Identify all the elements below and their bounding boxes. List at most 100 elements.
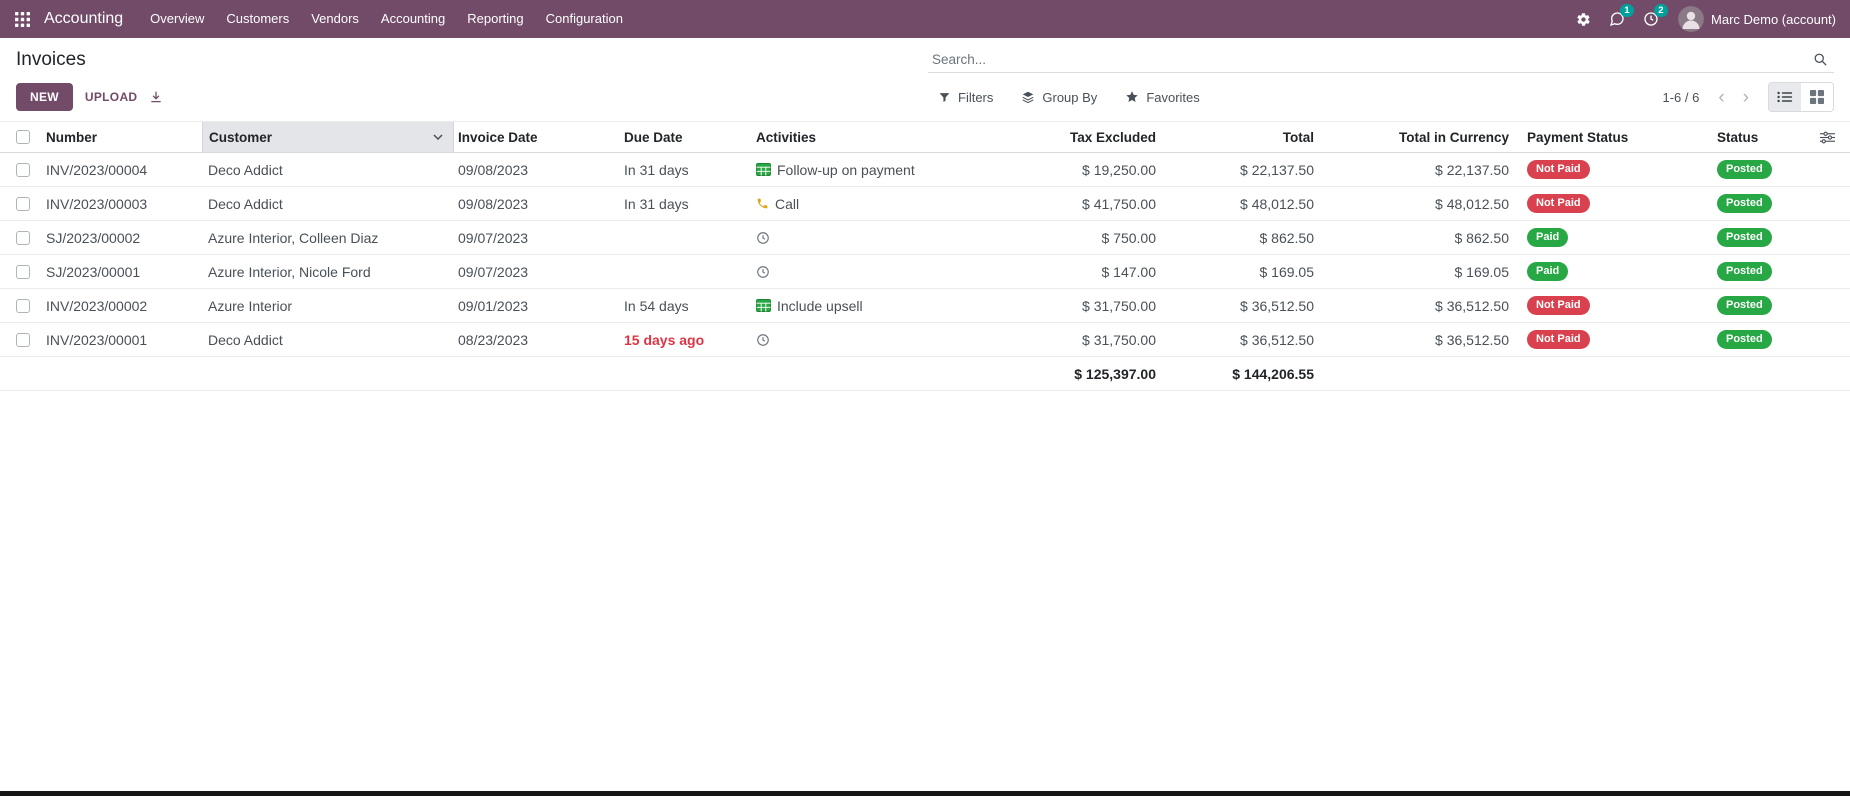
row-checkbox[interactable] [16,264,30,279]
followup-activity-icon-wrap[interactable] [756,299,771,312]
cell-tax-excluded: $ 31,750.00 [1082,297,1156,314]
cell-status: Posted [1705,221,1805,254]
control-panel-top: Invoices [0,38,1850,75]
settings-gear-button[interactable] [1567,0,1600,38]
totals-tax-excluded: $ 125,397.00 [1074,365,1156,382]
row-checkbox[interactable] [16,332,30,347]
clock-activity-icon-wrap[interactable] [756,231,770,245]
row-checkbox[interactable] [16,298,30,313]
cell-activities[interactable]: Call [756,187,990,220]
payment-status-badge: Not Paid [1527,160,1590,179]
avatar [1678,6,1705,32]
cell-total: $ 36,512.50 [1240,331,1314,348]
new-button[interactable]: NEW [16,83,73,111]
menu-item-accounting[interactable]: Accounting [380,11,446,26]
column-header-due-date[interactable]: Due Date [622,122,756,152]
column-label: Activities [756,129,817,145]
cell-tax-excluded: $ 750.00 [1101,229,1157,246]
activity-label: Call [775,195,800,212]
row-checkbox[interactable] [16,162,30,177]
upload-button[interactable]: UPLOAD [84,90,138,104]
pager-previous-button[interactable]: ‹ [1711,88,1731,107]
cell-activities[interactable]: Include upsell [756,289,990,322]
cell-activities[interactable] [756,255,990,288]
payment-status-badge: Paid [1527,262,1569,281]
systray: 1 2 Marc Demo (account) [1567,0,1840,38]
clock-activity-icon-wrap[interactable] [756,333,770,347]
select-all-checkbox[interactable] [16,130,30,144]
favorites-button[interactable]: Favorites [1125,90,1200,105]
user-menu[interactable]: Marc Demo (account) [1668,0,1840,38]
status-badge: Posted [1717,160,1772,179]
column-header-activities[interactable]: Activities [756,122,990,152]
call-activity-icon [757,198,768,209]
search-icon[interactable] [1813,52,1828,67]
pager-next-button[interactable]: › [1736,88,1756,107]
chat-bubble-icon [1609,12,1624,27]
cell-total-in-currency: $ 36,512.50 [1435,297,1509,314]
cell-total: $ 169.05 [1259,263,1315,280]
select-all-cell [0,122,46,152]
cell-activities[interactable] [756,221,990,254]
app-name[interactable]: Accounting [44,10,124,27]
cell-activities[interactable] [756,323,990,356]
download-button[interactable] [149,90,163,104]
clock-activity-icon-wrap[interactable] [756,265,770,279]
column-header-total[interactable]: Total [1162,122,1320,152]
messages-button[interactable]: 1 [1600,0,1635,38]
column-header-number[interactable]: Number [46,122,202,152]
activities-button[interactable]: 2 [1634,0,1669,38]
column-label: Due Date [624,129,683,145]
cell-customer: Deco Addict [208,195,283,212]
cell-total-in-currency: $ 169.05 [1454,263,1510,280]
apps-menu-button[interactable] [6,0,38,38]
invoice-row-inv-2023-00003[interactable]: INV/2023/00003 Deco Addict 09/08/2023 In 31… [0,187,1850,221]
invoice-row-sj-2023-00002[interactable]: SJ/2023/00002 Azure Interior, Colleen Dia… [0,221,1850,255]
cell-payment-status: Not Paid [1515,289,1705,322]
menu-item-vendors[interactable]: Vendors [311,11,359,26]
row-checkbox[interactable] [16,196,30,211]
column-options-button[interactable] [1820,131,1835,144]
column-header-invoice-date[interactable]: Invoice Date [454,122,622,152]
column-header-total-in-currency[interactable]: Total in Currency [1320,122,1515,152]
search-options: Filters Group By Favorites [938,75,1200,119]
cell-invoice-date: 09/01/2023 [458,297,529,314]
cell-due-date [622,221,756,254]
cell-activities[interactable]: Follow-up on payment [756,153,990,186]
row-checkbox[interactable] [16,230,30,245]
invoice-row-sj-2023-00001[interactable]: SJ/2023/00001 Azure Interior, Nicole Ford… [0,255,1850,289]
payment-status-badge: Not Paid [1527,296,1590,315]
followup-activity-icon-wrap[interactable] [756,163,771,176]
control-panel-buttons: NEW UPLOAD Filters Group By Favorites 1-… [0,75,1850,119]
list-view-button[interactable] [1769,83,1801,111]
menu-item-customers[interactable]: Customers [226,11,290,26]
menu-item-reporting[interactable]: Reporting [467,11,524,26]
cell-spacer [1805,153,1850,186]
cell-invoice-date: 08/23/2023 [458,331,529,348]
filters-button[interactable]: Filters [938,90,993,105]
pager: 1-6 / 6 [1662,89,1700,105]
kanban-view-icon [1810,90,1824,104]
column-header-payment-status[interactable]: Payment Status [1515,122,1705,152]
status-badge: Posted [1717,228,1772,247]
kanban-view-button[interactable] [1801,83,1833,111]
invoice-row-inv-2023-00002[interactable]: INV/2023/00002 Azure Interior 09/01/2023 In… [0,289,1850,323]
payment-status-badge: Not Paid [1527,194,1590,213]
cell-invoice-date: 09/08/2023 [458,195,529,212]
row-checkbox-cell [0,289,46,322]
funnel-icon [939,92,950,102]
menu-item-configuration[interactable]: Configuration [545,11,623,26]
column-header-status[interactable]: Status [1705,122,1805,152]
cell-due-date: In 54 days [624,297,689,314]
invoice-row-inv-2023-00004[interactable]: INV/2023/00004 Deco Addict 09/08/2023 In 31… [0,153,1850,187]
cell-tax-excluded: $ 31,750.00 [1082,331,1156,348]
column-header-customer[interactable]: Customer [202,122,454,152]
cell-total: $ 22,137.50 [1240,161,1314,178]
menu-item-overview[interactable]: Overview [150,11,205,26]
group-by-button[interactable]: Group By [1021,90,1097,105]
column-header-tax-excluded[interactable]: Tax Excluded [990,122,1162,152]
invoice-row-inv-2023-00001[interactable]: INV/2023/00001 Deco Addict 08/23/2023 15 da… [0,323,1850,357]
search-input[interactable] [932,52,1813,67]
call-activity-icon-wrap[interactable] [756,197,769,210]
cell-spacer [1805,187,1850,220]
